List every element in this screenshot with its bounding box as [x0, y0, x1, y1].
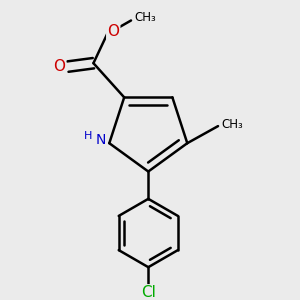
Text: O: O	[107, 24, 119, 39]
Text: CH₃: CH₃	[221, 118, 243, 131]
Text: H: H	[84, 131, 92, 141]
Text: CH₃: CH₃	[134, 11, 156, 24]
Text: N: N	[96, 134, 106, 148]
Text: Cl: Cl	[141, 285, 156, 300]
Text: O: O	[53, 59, 65, 74]
